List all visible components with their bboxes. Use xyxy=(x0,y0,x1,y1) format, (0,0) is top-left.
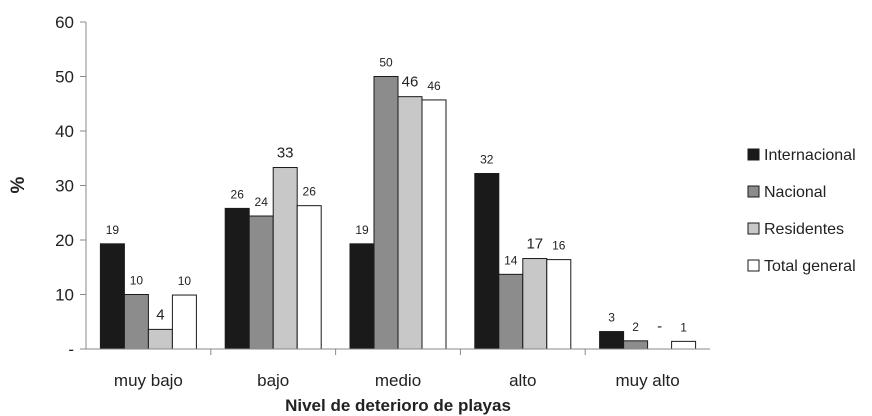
legend-entry: Nacional xyxy=(764,184,826,201)
bar-nacional xyxy=(623,340,649,350)
y-tick-label: 40 xyxy=(55,122,74,141)
y-tick-label: 60 xyxy=(55,13,74,32)
bar-residentes xyxy=(147,328,173,350)
bars-group xyxy=(99,76,697,350)
data-label: 1 xyxy=(680,320,687,334)
bar-nacional xyxy=(123,294,149,350)
y-axis: - 10 20 30 40 50 60 xyxy=(55,13,87,359)
data-label: 46 xyxy=(427,79,441,93)
data-label: 3 xyxy=(608,311,615,325)
legend-swatch xyxy=(747,148,760,161)
x-tick-label: alto xyxy=(509,371,536,390)
bar-internacional xyxy=(349,243,375,350)
data-label: 17 xyxy=(526,236,543,253)
y-tick-label: 20 xyxy=(55,231,74,250)
bar-nacional xyxy=(498,273,524,350)
data-label: 24 xyxy=(255,195,269,209)
y-tick-label: 50 xyxy=(55,68,74,87)
data-label: 26 xyxy=(303,185,317,199)
bar-internacional xyxy=(474,173,500,350)
bar-residentes xyxy=(272,167,298,350)
data-label: 2 xyxy=(632,320,639,334)
bar-residentes xyxy=(522,258,548,350)
data-label: 46 xyxy=(402,74,419,91)
legend-entry: Residentes xyxy=(764,221,844,238)
data-label: 50 xyxy=(379,56,393,70)
data-label: 26 xyxy=(231,187,245,201)
bar-residentes xyxy=(397,96,423,350)
data-label: 4 xyxy=(156,306,164,323)
legend-swatch xyxy=(747,259,760,272)
data-label: 33 xyxy=(277,145,294,162)
data-label: 16 xyxy=(552,239,566,253)
legend-entry: Internacional xyxy=(764,147,856,164)
data-label: - xyxy=(657,318,662,335)
y-tick-label: 30 xyxy=(55,177,74,196)
x-tick-label: muy alto xyxy=(615,371,679,390)
bar-internacional xyxy=(99,243,125,350)
bar-nacional xyxy=(248,215,274,350)
y-tick-label: - xyxy=(68,340,74,359)
legend-swatch xyxy=(747,222,760,235)
data-label: 32 xyxy=(480,153,494,167)
legend-swatch xyxy=(747,185,760,198)
x-tick-label: bajo xyxy=(257,371,289,390)
bar-total-general xyxy=(671,340,697,350)
data-label: 14 xyxy=(504,253,518,267)
y-tick-label: 10 xyxy=(55,286,74,305)
data-label: 10 xyxy=(130,274,144,288)
x-tick-label: medio xyxy=(375,371,421,390)
legend: Internacional Nacional Residentes Total gen… xyxy=(747,147,856,275)
bar-total-general xyxy=(171,294,197,350)
data-label: 10 xyxy=(178,274,192,288)
data-label: 19 xyxy=(355,223,369,237)
bar-internacional xyxy=(599,331,625,350)
y-axis-label: % xyxy=(8,176,29,193)
bar-total-general xyxy=(421,99,447,350)
data-label: 19 xyxy=(106,223,120,237)
bar-nacional xyxy=(373,76,399,350)
x-tick-label: muy bajo xyxy=(114,371,183,390)
x-axis-label: Nivel de deterioro de playas xyxy=(285,396,511,415)
x-axis: muy bajo bajo medio alto muy alto xyxy=(86,348,710,390)
legend-entry: Total general xyxy=(764,258,856,275)
bar-internacional xyxy=(224,207,250,350)
bar-total-general xyxy=(546,259,572,350)
bar-total-general xyxy=(296,205,322,350)
